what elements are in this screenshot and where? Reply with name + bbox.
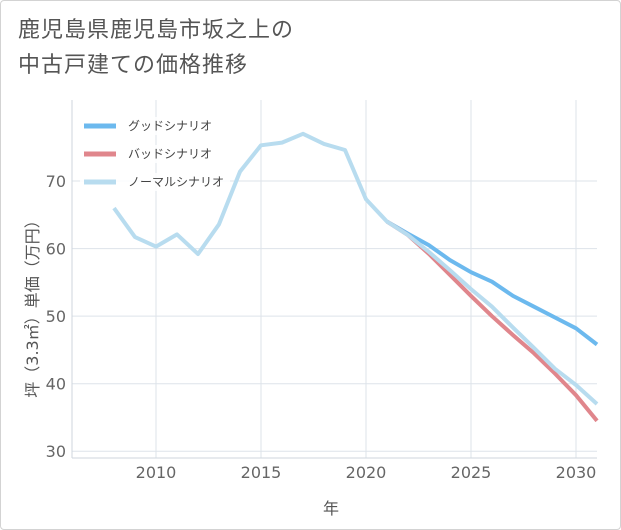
- legend-label: グッドシナリオ: [128, 119, 212, 133]
- series-line-3: [112, 131, 599, 406]
- legend-backdrop: [80, 145, 230, 163]
- grid-lines: [72, 100, 597, 458]
- chart-title: 鹿児島県鹿児島市坂之上の 中古戸建ての価格推移: [18, 13, 294, 83]
- y-tick-label: 30: [46, 442, 66, 461]
- title-line-2: 中古戸建ての価格推移: [18, 53, 249, 78]
- x-tick-label: 2025: [451, 463, 492, 482]
- x-tick-label: 2030: [556, 463, 597, 482]
- series-line-1: [386, 219, 599, 347]
- legend-label: バッドシナリオ: [128, 147, 212, 161]
- y-tick-label: 50: [46, 307, 66, 326]
- axis-lines: [71, 100, 597, 459]
- tick-labels: 2010 2015 2020 2025 2030 30 40 50 60 70: [46, 172, 597, 482]
- legend-backdrop: [80, 173, 230, 191]
- y-tick-label: 60: [46, 240, 66, 259]
- y-tick-label: 70: [46, 172, 66, 191]
- legend-backdrop: [80, 117, 230, 135]
- x-tick-label: 2015: [241, 463, 282, 482]
- x-tick-label: 2020: [346, 463, 387, 482]
- x-axis-label: 年: [323, 499, 339, 518]
- y-tick-label: 40: [46, 375, 66, 394]
- title-line-1: 鹿児島県鹿児島市坂之上の: [18, 18, 295, 43]
- x-tick-label: 2010: [136, 463, 177, 482]
- y-axis-label: 坪（3.3㎡）単価（万円）: [23, 212, 42, 397]
- legend-label: ノーマルシナリオ: [128, 175, 224, 189]
- series-lines: [112, 131, 599, 423]
